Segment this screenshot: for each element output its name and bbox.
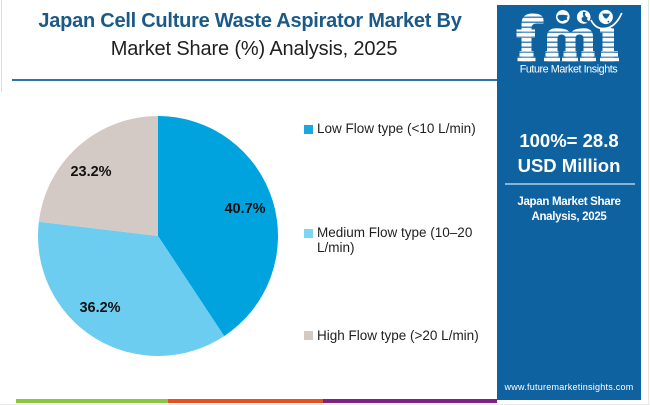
svg-text:Future Market Insights: Future Market Insights [520,64,619,76]
